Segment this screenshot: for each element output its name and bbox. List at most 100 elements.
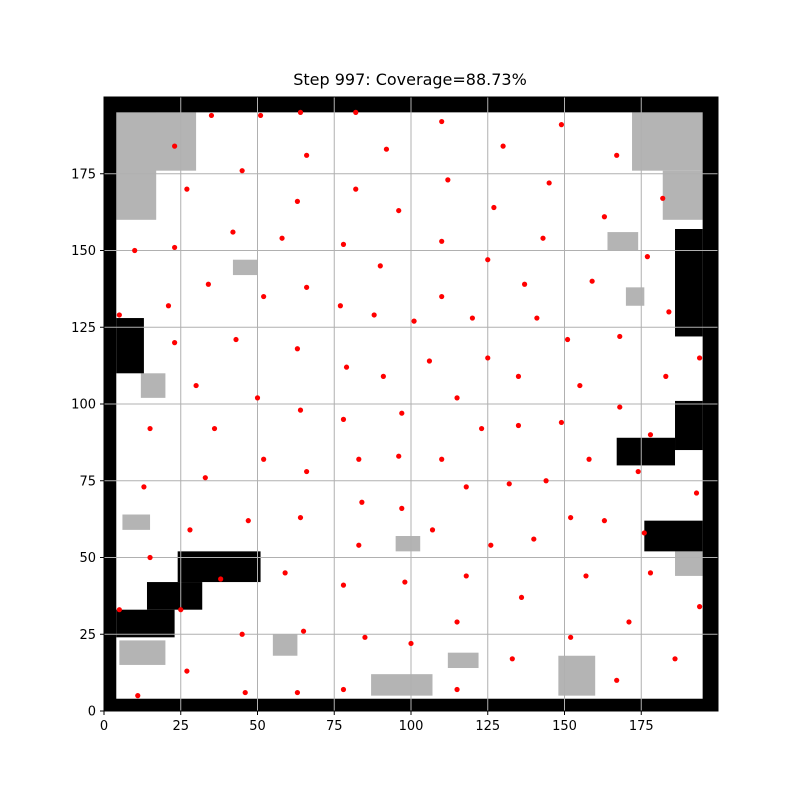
- agent-point: [294, 346, 301, 352]
- agent-point: [617, 404, 623, 410]
- agent-point: [426, 358, 433, 364]
- agent-point: [297, 407, 304, 413]
- agent-point: [245, 518, 251, 524]
- agent-point: [666, 309, 672, 315]
- agent-point: [187, 527, 193, 533]
- agent-point: [356, 456, 362, 462]
- unexplored-cells: [116, 112, 703, 696]
- agent-point: [297, 109, 304, 115]
- agent-point: [577, 382, 583, 389]
- agent-point: [396, 453, 402, 459]
- agent-point: [660, 195, 666, 201]
- unexplored-cell: [272, 634, 298, 656]
- y-tick-label: 0: [88, 705, 96, 720]
- agent-point: [463, 573, 469, 579]
- unexplored-cell: [116, 112, 197, 171]
- agent-point: [408, 640, 414, 647]
- agent-point: [439, 118, 445, 125]
- x-tick-label: 150: [552, 719, 577, 734]
- agent-point: [343, 364, 350, 370]
- x-tick-label: 125: [475, 719, 500, 734]
- agent-point: [521, 281, 528, 287]
- unexplored-cell: [447, 652, 479, 669]
- agent-point: [439, 293, 445, 300]
- agent-point: [377, 263, 383, 269]
- unexplored-cell: [662, 170, 703, 220]
- agent-point: [380, 373, 386, 379]
- agent-point: [340, 416, 347, 422]
- agent-point: [696, 355, 703, 361]
- agent-point: [337, 303, 343, 309]
- unexplored-cell: [632, 112, 703, 171]
- y-tick-label: 150: [71, 244, 96, 259]
- agent-point: [230, 229, 236, 235]
- agent-point: [371, 312, 377, 318]
- agent-point: [116, 312, 122, 318]
- agent-point: [647, 570, 654, 576]
- agent-point: [184, 186, 190, 192]
- x-tick-label: 0: [100, 719, 108, 734]
- agent-point: [568, 514, 574, 521]
- agent-point: [558, 122, 565, 128]
- y-tick-label: 25: [79, 628, 96, 643]
- agent-point: [429, 527, 436, 533]
- agent-point: [454, 686, 460, 693]
- agent-point: [672, 656, 678, 662]
- agent-point: [279, 235, 285, 241]
- agent-point: [491, 204, 497, 211]
- agent-point: [399, 410, 405, 416]
- agent-point: [239, 631, 245, 637]
- obstacle-cell: [116, 609, 175, 638]
- agent-point: [205, 281, 211, 287]
- agent-point: [518, 594, 525, 601]
- agent-point: [647, 432, 654, 438]
- agent-point: [488, 542, 494, 548]
- agent-point: [178, 607, 184, 613]
- agent-point: [202, 475, 208, 481]
- agent-point: [663, 373, 669, 379]
- agent-point: [402, 579, 408, 585]
- agent-point: [294, 198, 301, 204]
- agent-point: [515, 422, 522, 429]
- agent-point: [515, 373, 522, 379]
- agent-point: [509, 656, 515, 662]
- unexplored-cell: [395, 536, 421, 552]
- agent-point: [396, 207, 402, 214]
- x-tick-label: 75: [326, 719, 343, 734]
- agent-point: [233, 336, 239, 343]
- unexplored-cell: [140, 373, 166, 398]
- agent-point: [304, 468, 310, 475]
- agent-point: [485, 257, 491, 263]
- agent-point: [239, 168, 245, 174]
- unexplored-cell: [119, 640, 166, 665]
- unexplored-cell: [232, 259, 258, 276]
- agent-point: [540, 235, 546, 241]
- unexplored-cell: [558, 655, 596, 696]
- agent-point: [304, 284, 310, 290]
- y-tick-label: 75: [79, 474, 96, 489]
- agent-point: [601, 518, 608, 524]
- agent-point: [601, 214, 608, 220]
- agent-point: [383, 146, 390, 152]
- y-tick-label: 175: [71, 167, 96, 182]
- agent-points: [116, 109, 703, 699]
- agent-point: [479, 425, 485, 432]
- agent-point: [172, 143, 178, 149]
- agent-point: [135, 693, 141, 699]
- agent-point: [617, 333, 623, 340]
- axes: 0 25 50 75 100 125 150 175 0 25 50 75 100 125 150 175: [71, 96, 719, 734]
- agent-point: [294, 689, 301, 696]
- agent-point: [261, 456, 267, 462]
- agent-point: [469, 315, 475, 321]
- agent-point: [132, 247, 138, 254]
- obstacle-cell: [644, 520, 703, 552]
- agent-point: [362, 634, 368, 640]
- agent-point: [614, 677, 620, 683]
- unexplored-cell: [371, 674, 433, 696]
- agent-point: [297, 514, 304, 521]
- agent-point: [635, 468, 641, 475]
- agent-point: [583, 573, 589, 579]
- obstacle-cell: [675, 400, 703, 451]
- obstacle-cell: [146, 582, 203, 610]
